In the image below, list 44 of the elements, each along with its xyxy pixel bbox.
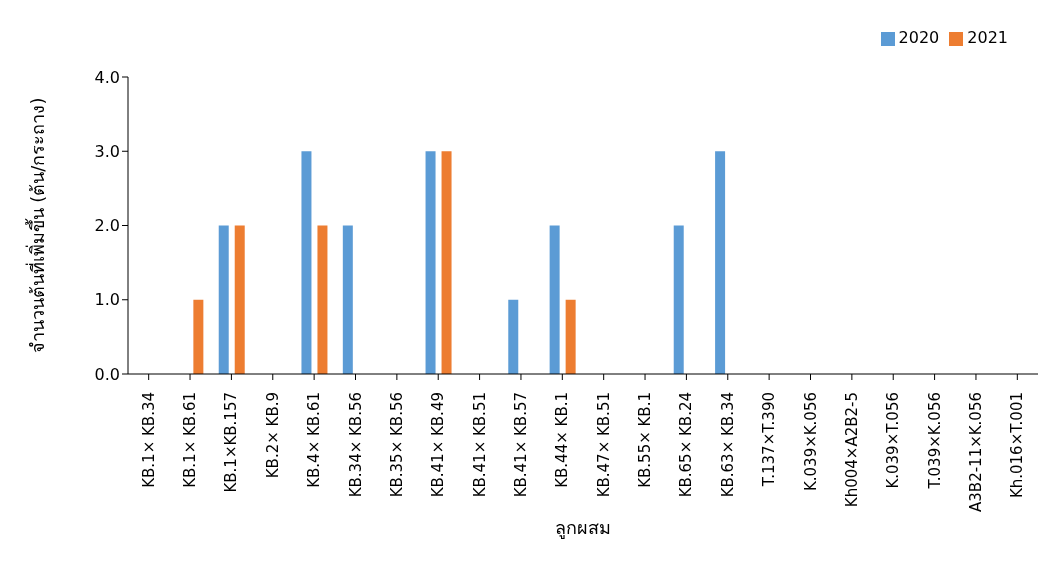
x-tick-label: KB.2× KB.9 [263,392,282,479]
x-tick-label: KB.1× KB.34 [139,392,158,488]
bar [508,299,519,374]
bar [441,151,452,374]
x-tick-label: K.039×T.056 [884,392,903,489]
x-tick-label: Kh.016×T.001 [1008,392,1027,499]
y-tick-label: 0.0 [94,364,120,384]
x-tick-label: KB.55× KB.1 [636,392,655,488]
bar [317,225,328,374]
bar [549,225,560,374]
x-tick-label: A3B2-11×K.056 [966,392,985,512]
bar [234,225,245,374]
x-tick-label: T.137×T.390 [760,392,779,488]
x-tick-label: KB.65× KB.24 [677,392,696,498]
x-tick-label: Kh004×A2B2-5 [842,392,861,508]
bar [715,151,726,374]
x-tick-label: T.039×K.056 [925,392,944,490]
x-tick-label: KB.44× KB.1 [553,392,572,488]
x-tick-label: KB.41× KB.51 [470,392,489,498]
bar [193,299,204,374]
x-tick-label: KB.47× KB.51 [594,392,613,498]
bar [673,225,684,374]
x-tick-label: KB.41× KB.57 [511,392,530,498]
bar [425,151,436,374]
legend-label: 2020 [898,28,940,47]
x-tick-label: KB.34× KB.56 [346,392,365,498]
bar [301,151,312,374]
y-axis-title: จำนวนต้นที่เพิ่มขึ้น (ต้น/กระถาง) [25,97,49,354]
y-tick-label: 4.0 [94,67,120,87]
y-tick-label: 2.0 [94,216,120,236]
y-tick-label: 1.0 [94,290,120,310]
x-tick-label: KB.63× KB.34 [718,392,737,498]
bar [218,225,229,374]
x-axis-title: ลูกผสม [555,517,611,539]
y-tick-label: 3.0 [94,141,120,161]
x-tick-label: KB.4× KB.61 [305,392,324,488]
bar [342,225,353,374]
legend-label: 2021 [967,28,1008,47]
x-tick-label: KB.1× KB.61 [181,392,200,488]
x-tick-label: KB.41× KB.49 [429,392,448,498]
bar [565,299,576,374]
x-tick-label: K.039×K.056 [801,392,820,492]
x-tick-label: KB.35× KB.56 [387,392,406,498]
x-tick-label: KB.1×KB.157 [222,392,241,493]
